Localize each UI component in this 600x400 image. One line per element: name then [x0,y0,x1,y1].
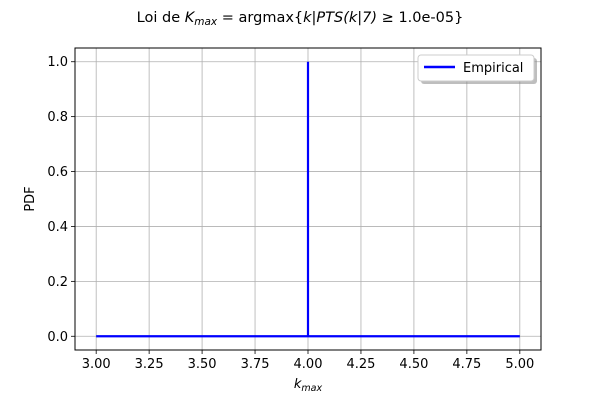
chart-title: Loi de Kmax = argmax{k|PTS(k|7) ≥ 1.0e-0… [137,10,464,28]
x-label-main: k [294,377,302,392]
x-tick-label: 4.00 [294,357,323,372]
y-tick-label: 0.6 [47,165,68,180]
title-middle: = argmax{ [217,10,303,26]
ticks: 3.00 3.25 3.50 3.75 4.00 4.25 4.50 4.75 5.00 0.0 0… [47,55,534,372]
y-tick-label: 1.0 [47,55,68,70]
title-var-sub: max [194,16,218,28]
x-tick-label: 5.00 [505,357,534,372]
title-expr: k|PTS(k|7) [303,10,377,26]
x-tick-label: 4.75 [452,357,481,372]
title-suffix: 1.0e-05} [398,10,463,26]
legend: Empirical [417,54,537,84]
x-axis-label: kmax [294,377,323,394]
y-tick-label: 0.4 [47,220,68,235]
y-tick-label: 0.8 [47,110,68,125]
title-ge: ≥ [377,10,398,26]
x-tick-label: 3.75 [241,357,270,372]
series-line-empirical [96,61,520,338]
x-tick-label: 3.00 [82,357,111,372]
y-tick-label: 0.2 [47,275,68,290]
x-tick-label: 3.50 [188,357,217,372]
series-layer [96,61,520,338]
y-axis-label: PDF [23,186,38,211]
x-tick-label: 4.25 [346,357,375,372]
legend-label-empirical: Empirical [463,61,523,76]
legend-box [417,54,535,82]
x-tick-label: 4.50 [399,357,428,372]
title-var-main: K [185,10,196,26]
title-prefix: Loi de [137,10,185,26]
x-label-sub: max [301,383,322,394]
y-tick-label: 0.0 [47,330,68,345]
x-tick-label: 3.25 [135,357,164,372]
